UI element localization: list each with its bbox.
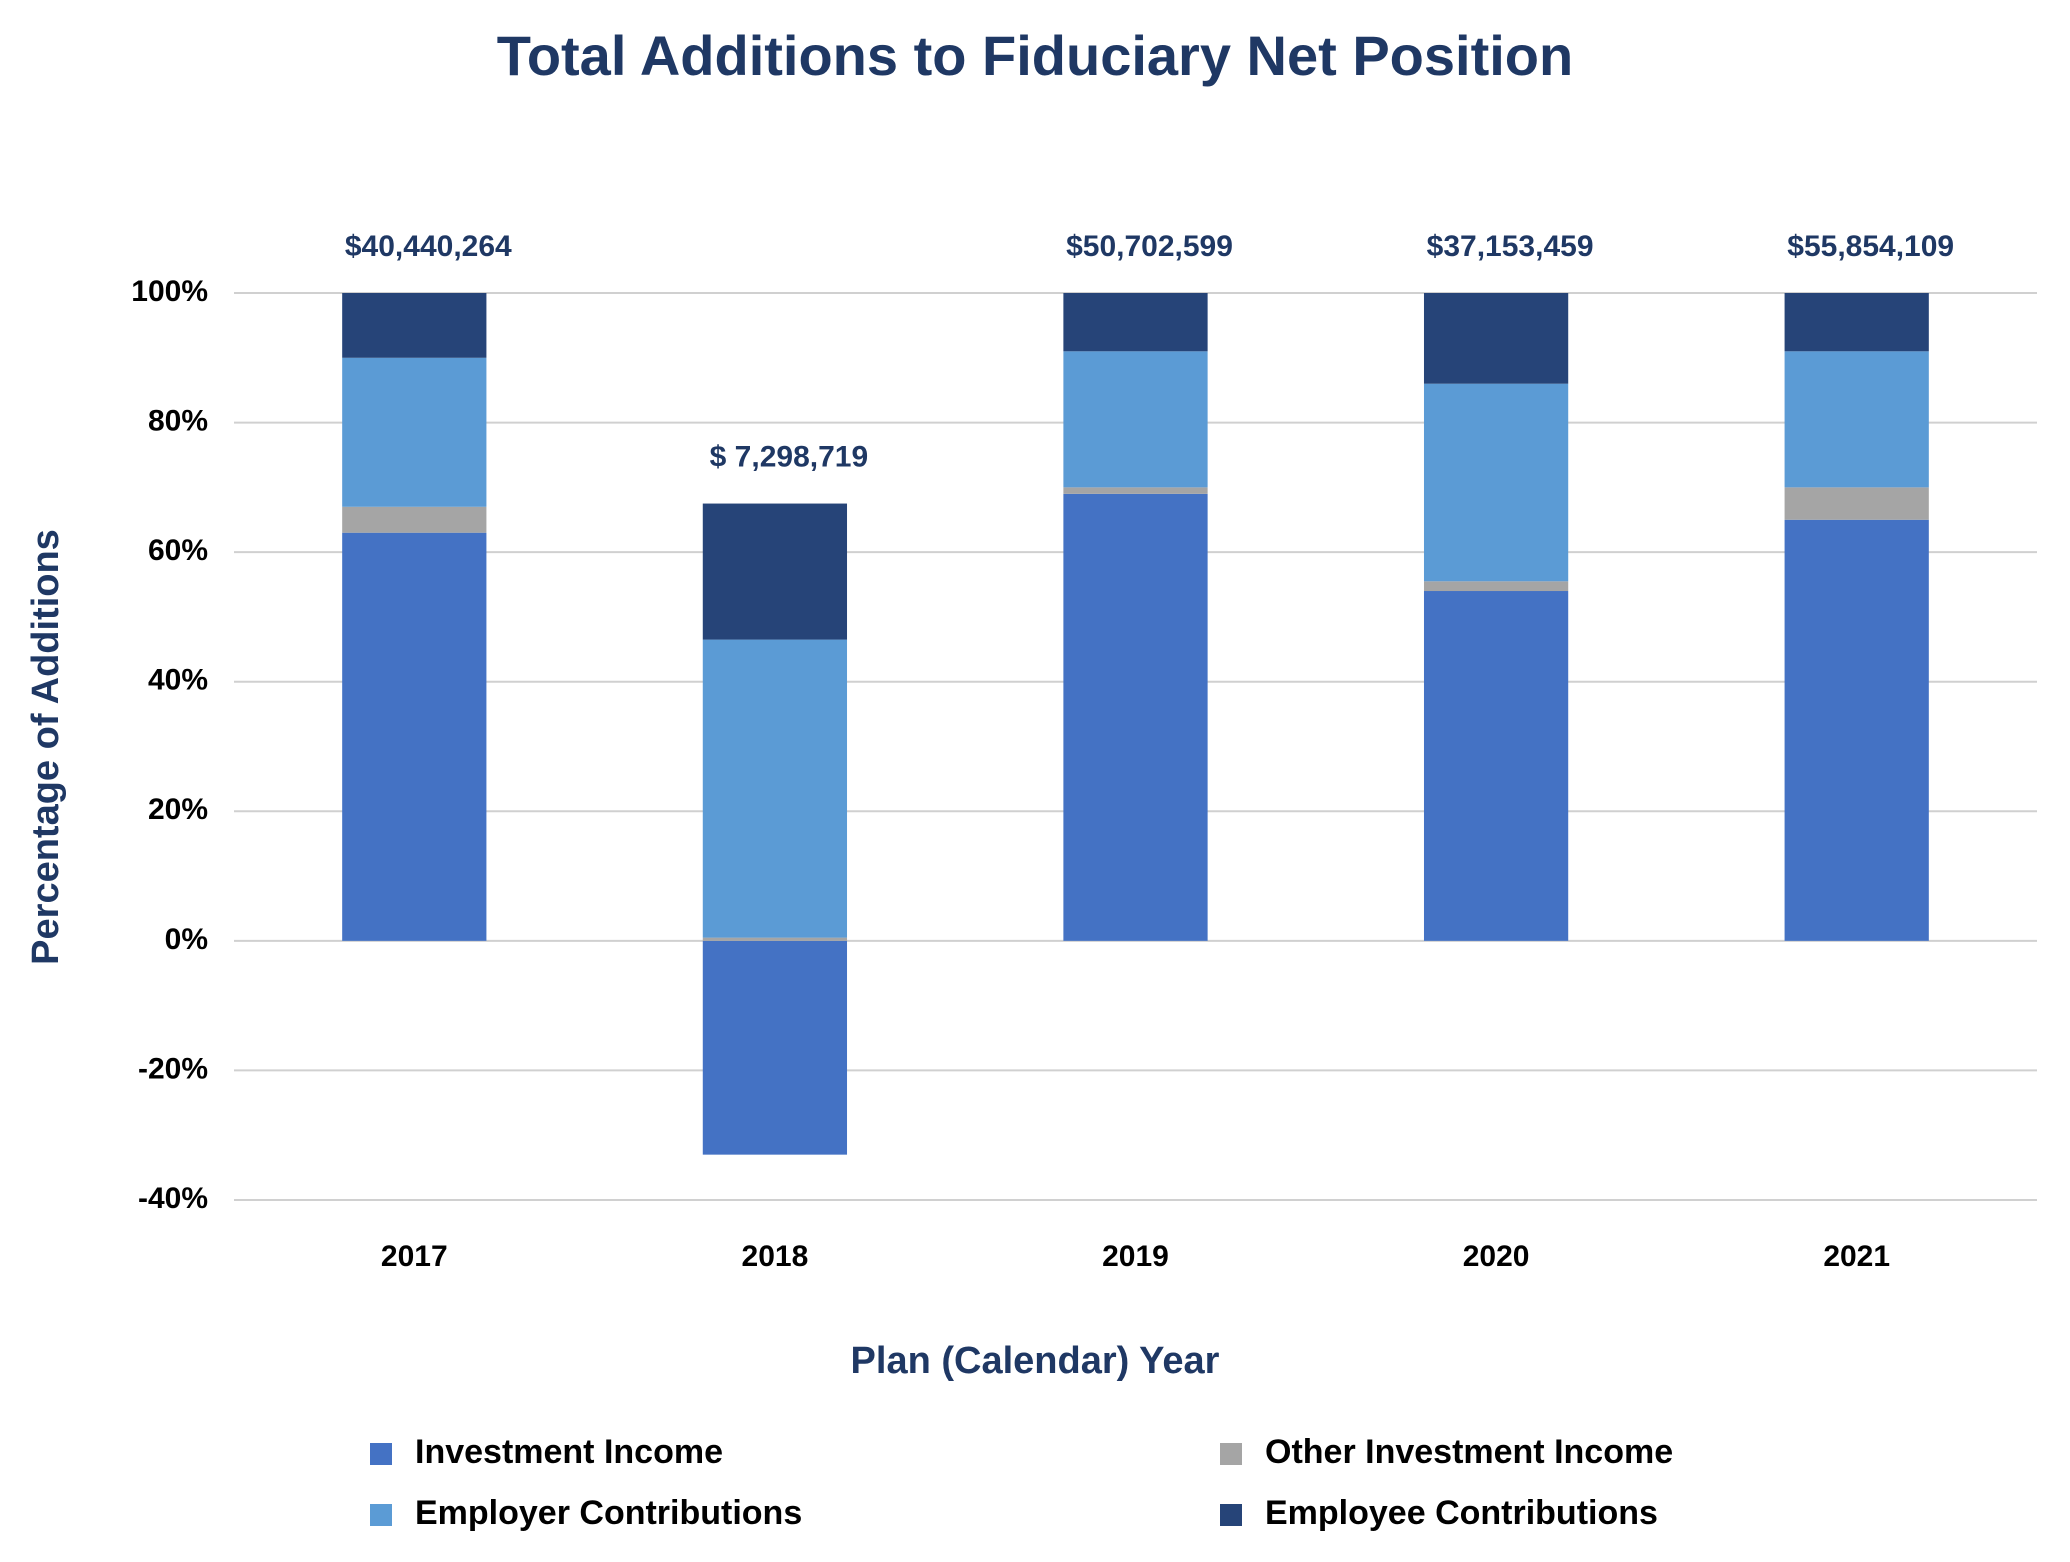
chart-title: Total Additions to Fiduciary Net Positio… <box>497 24 1573 87</box>
y-tick-label: 80% <box>148 404 208 437</box>
legend-label: Employer Contributions <box>415 1494 802 1532</box>
x-tick-label: 2018 <box>742 1240 809 1273</box>
bar-segment <box>1063 351 1208 488</box>
bar-segment <box>1423 383 1569 582</box>
legend-swatch <box>370 1504 392 1526</box>
x-tick-label: 2019 <box>1102 1240 1169 1273</box>
legend-label: Other Investment Income <box>1265 1433 1673 1471</box>
total-label: $50,702,599 <box>1066 230 1233 263</box>
bar-segment <box>1063 293 1208 352</box>
bar-segment <box>702 940 848 1155</box>
bar-segment <box>1063 493 1208 941</box>
x-tick-label: 2021 <box>1823 1240 1890 1273</box>
legend-label: Employee Contributions <box>1265 1494 1658 1532</box>
bar-segment <box>342 293 487 358</box>
y-tick-label: 20% <box>148 793 208 826</box>
bar-segment <box>1423 293 1569 384</box>
bar-segment <box>1063 487 1208 494</box>
bar-segment <box>1423 591 1569 941</box>
legend-label: Investment Income <box>415 1433 723 1471</box>
bar-segment <box>1784 487 1929 520</box>
y-tick-label: 0% <box>165 923 208 956</box>
total-label: $37,153,459 <box>1427 230 1594 263</box>
y-tick-label: 100% <box>131 275 208 308</box>
legend-swatch <box>370 1443 392 1465</box>
y-tick-label: -40% <box>138 1182 208 1215</box>
bar-segment <box>1784 293 1929 352</box>
bar-segment <box>1784 351 1929 488</box>
bar-segment <box>342 506 487 533</box>
legend-swatch <box>1220 1443 1242 1465</box>
y-tick-label: 60% <box>148 534 208 567</box>
x-axis-title: Plan (Calendar) Year <box>851 1340 1220 1382</box>
total-label: $55,854,109 <box>1787 230 1954 263</box>
y-tick-label: -20% <box>138 1052 208 1085</box>
bar-segment <box>342 357 487 507</box>
total-label: $ 7,298,719 <box>710 440 868 473</box>
y-axis-title: Percentage of Additions <box>25 529 67 965</box>
x-tick-label: 2020 <box>1463 1240 1530 1273</box>
bar-segment <box>1423 581 1569 592</box>
bar-segment <box>702 937 848 941</box>
bar-segment <box>342 532 487 941</box>
bar-segment <box>702 503 848 640</box>
x-tick-label: 2017 <box>381 1240 448 1273</box>
legend-swatch <box>1220 1504 1242 1526</box>
y-tick-label: 40% <box>148 664 208 697</box>
bar-segment <box>702 639 848 938</box>
total-label: $40,440,264 <box>345 230 512 263</box>
bar-segment <box>1784 519 1929 941</box>
